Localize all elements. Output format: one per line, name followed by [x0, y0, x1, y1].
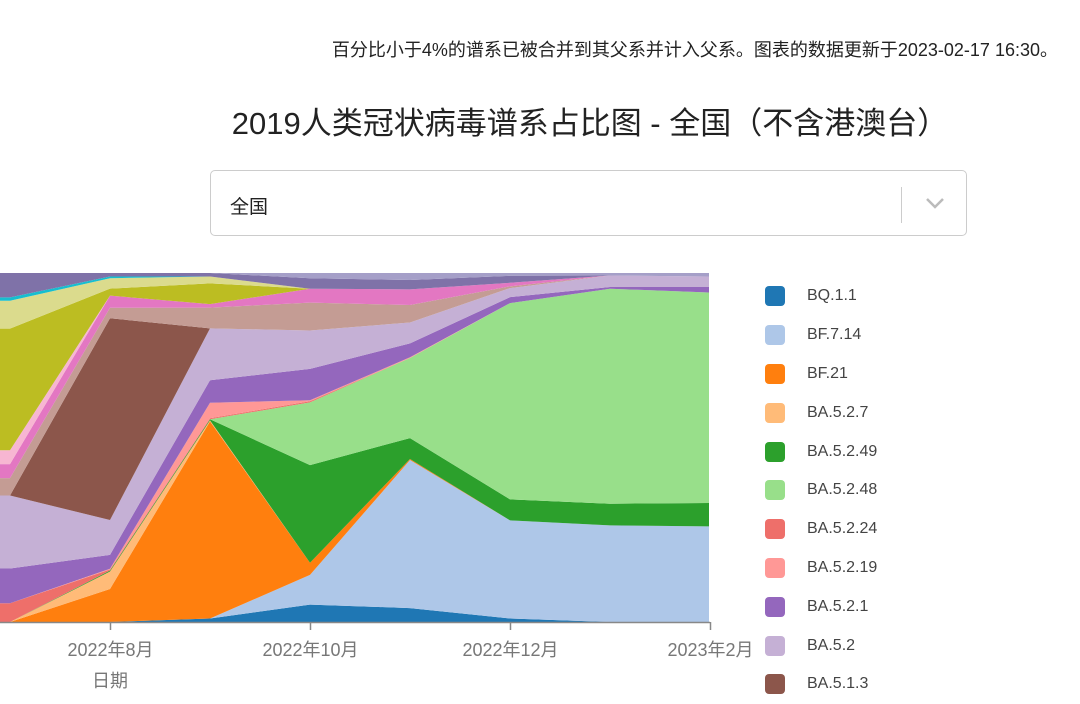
legend-label: BA.5.1.3 [807, 675, 869, 693]
legend-swatch [765, 441, 785, 462]
area-BF.21 [0, 421, 709, 622]
chart-title: 2019人类冠状病毒谱系占比图 - 全国（不含港澳台） [231, 106, 949, 141]
area-series-18 [0, 273, 709, 280]
area-BA.5.1.3 [0, 275, 709, 521]
legend-item[interactable]: BQ.1.1 [765, 277, 877, 316]
legend-label: BA.5.2.49 [807, 442, 878, 460]
legend-label: BA.5.2.48 [807, 481, 878, 499]
legend-item[interactable]: BA.5.2.1 [765, 587, 877, 626]
legend-item[interactable]: BA.5.2.7 [765, 393, 877, 432]
x-tick-label: 2022年12月 [462, 640, 558, 660]
data-update-note: 百分比小于4%的谱系已被合并到其父系并计入父系。图表的数据更新于2023-02-… [331, 40, 1058, 60]
select-divider [901, 187, 902, 223]
legend-item[interactable]: BA.5.2.24 [765, 510, 877, 549]
legend-label: BA.5.2 [807, 636, 856, 654]
legend-swatch [765, 596, 785, 617]
x-tick-label: 2023年2月 [667, 640, 753, 660]
legend: BQ.1.1 BF.7.14 BF.21 BA.5.2.7 BA.5.2.49 BA.5.… [765, 277, 877, 704]
legend-swatch [765, 286, 785, 307]
area-series-17 [0, 273, 709, 298]
region-select-value: 全国 [230, 197, 269, 218]
legend-label: BA.5.2.19 [807, 558, 878, 576]
region-select[interactable]: 全国 [210, 170, 967, 236]
legend-item[interactable]: BF.21 [765, 355, 877, 394]
legend-swatch [765, 674, 785, 695]
area-BA.5.2 [0, 275, 709, 569]
legend-swatch [765, 363, 785, 384]
x-axis-label: 日期 [92, 671, 128, 691]
x-tick-label: 2022年8月 [67, 640, 153, 660]
area-BF.7.14 [0, 460, 709, 622]
x-tick-label: 2022年10月 [262, 640, 358, 660]
legend-swatch [765, 402, 785, 423]
chevron-down-icon[interactable] [923, 193, 947, 213]
legend-item[interactable]: BA.5.2 [765, 626, 877, 665]
legend-label: BQ.1.1 [807, 287, 857, 305]
legend-item[interactable]: BF.7.14 [765, 316, 877, 355]
area-BA.5.2.1 [0, 286, 709, 604]
area-BQ.1.1 [0, 604, 709, 622]
legend-swatch [765, 635, 785, 656]
legend-label: BA.5.2.24 [807, 520, 878, 538]
area-series-11 [0, 275, 709, 496]
legend-item[interactable]: BA.5.2.49 [765, 432, 877, 471]
legend-item[interactable]: BA.5.2.48 [765, 471, 877, 510]
legend-label: BA.5.2.7 [807, 403, 869, 421]
legend-item[interactable]: BA.5.1.3 [765, 665, 877, 704]
legend-item[interactable]: BA.5.2.19 [765, 549, 877, 588]
legend-label: BA.5.2.1 [807, 597, 869, 615]
legend-swatch [765, 557, 785, 578]
legend-swatch [765, 519, 785, 540]
legend-label: BF.7.14 [807, 326, 862, 344]
area-BA.5.2.49 [0, 419, 709, 622]
area-BA.5.2.7 [0, 420, 709, 622]
legend-label: BF.21 [807, 364, 848, 382]
legend-swatch [765, 480, 785, 501]
area-BA.5.2.24 [0, 288, 709, 622]
area-BA.5.2.48 [0, 288, 709, 622]
legend-swatch [765, 325, 785, 346]
